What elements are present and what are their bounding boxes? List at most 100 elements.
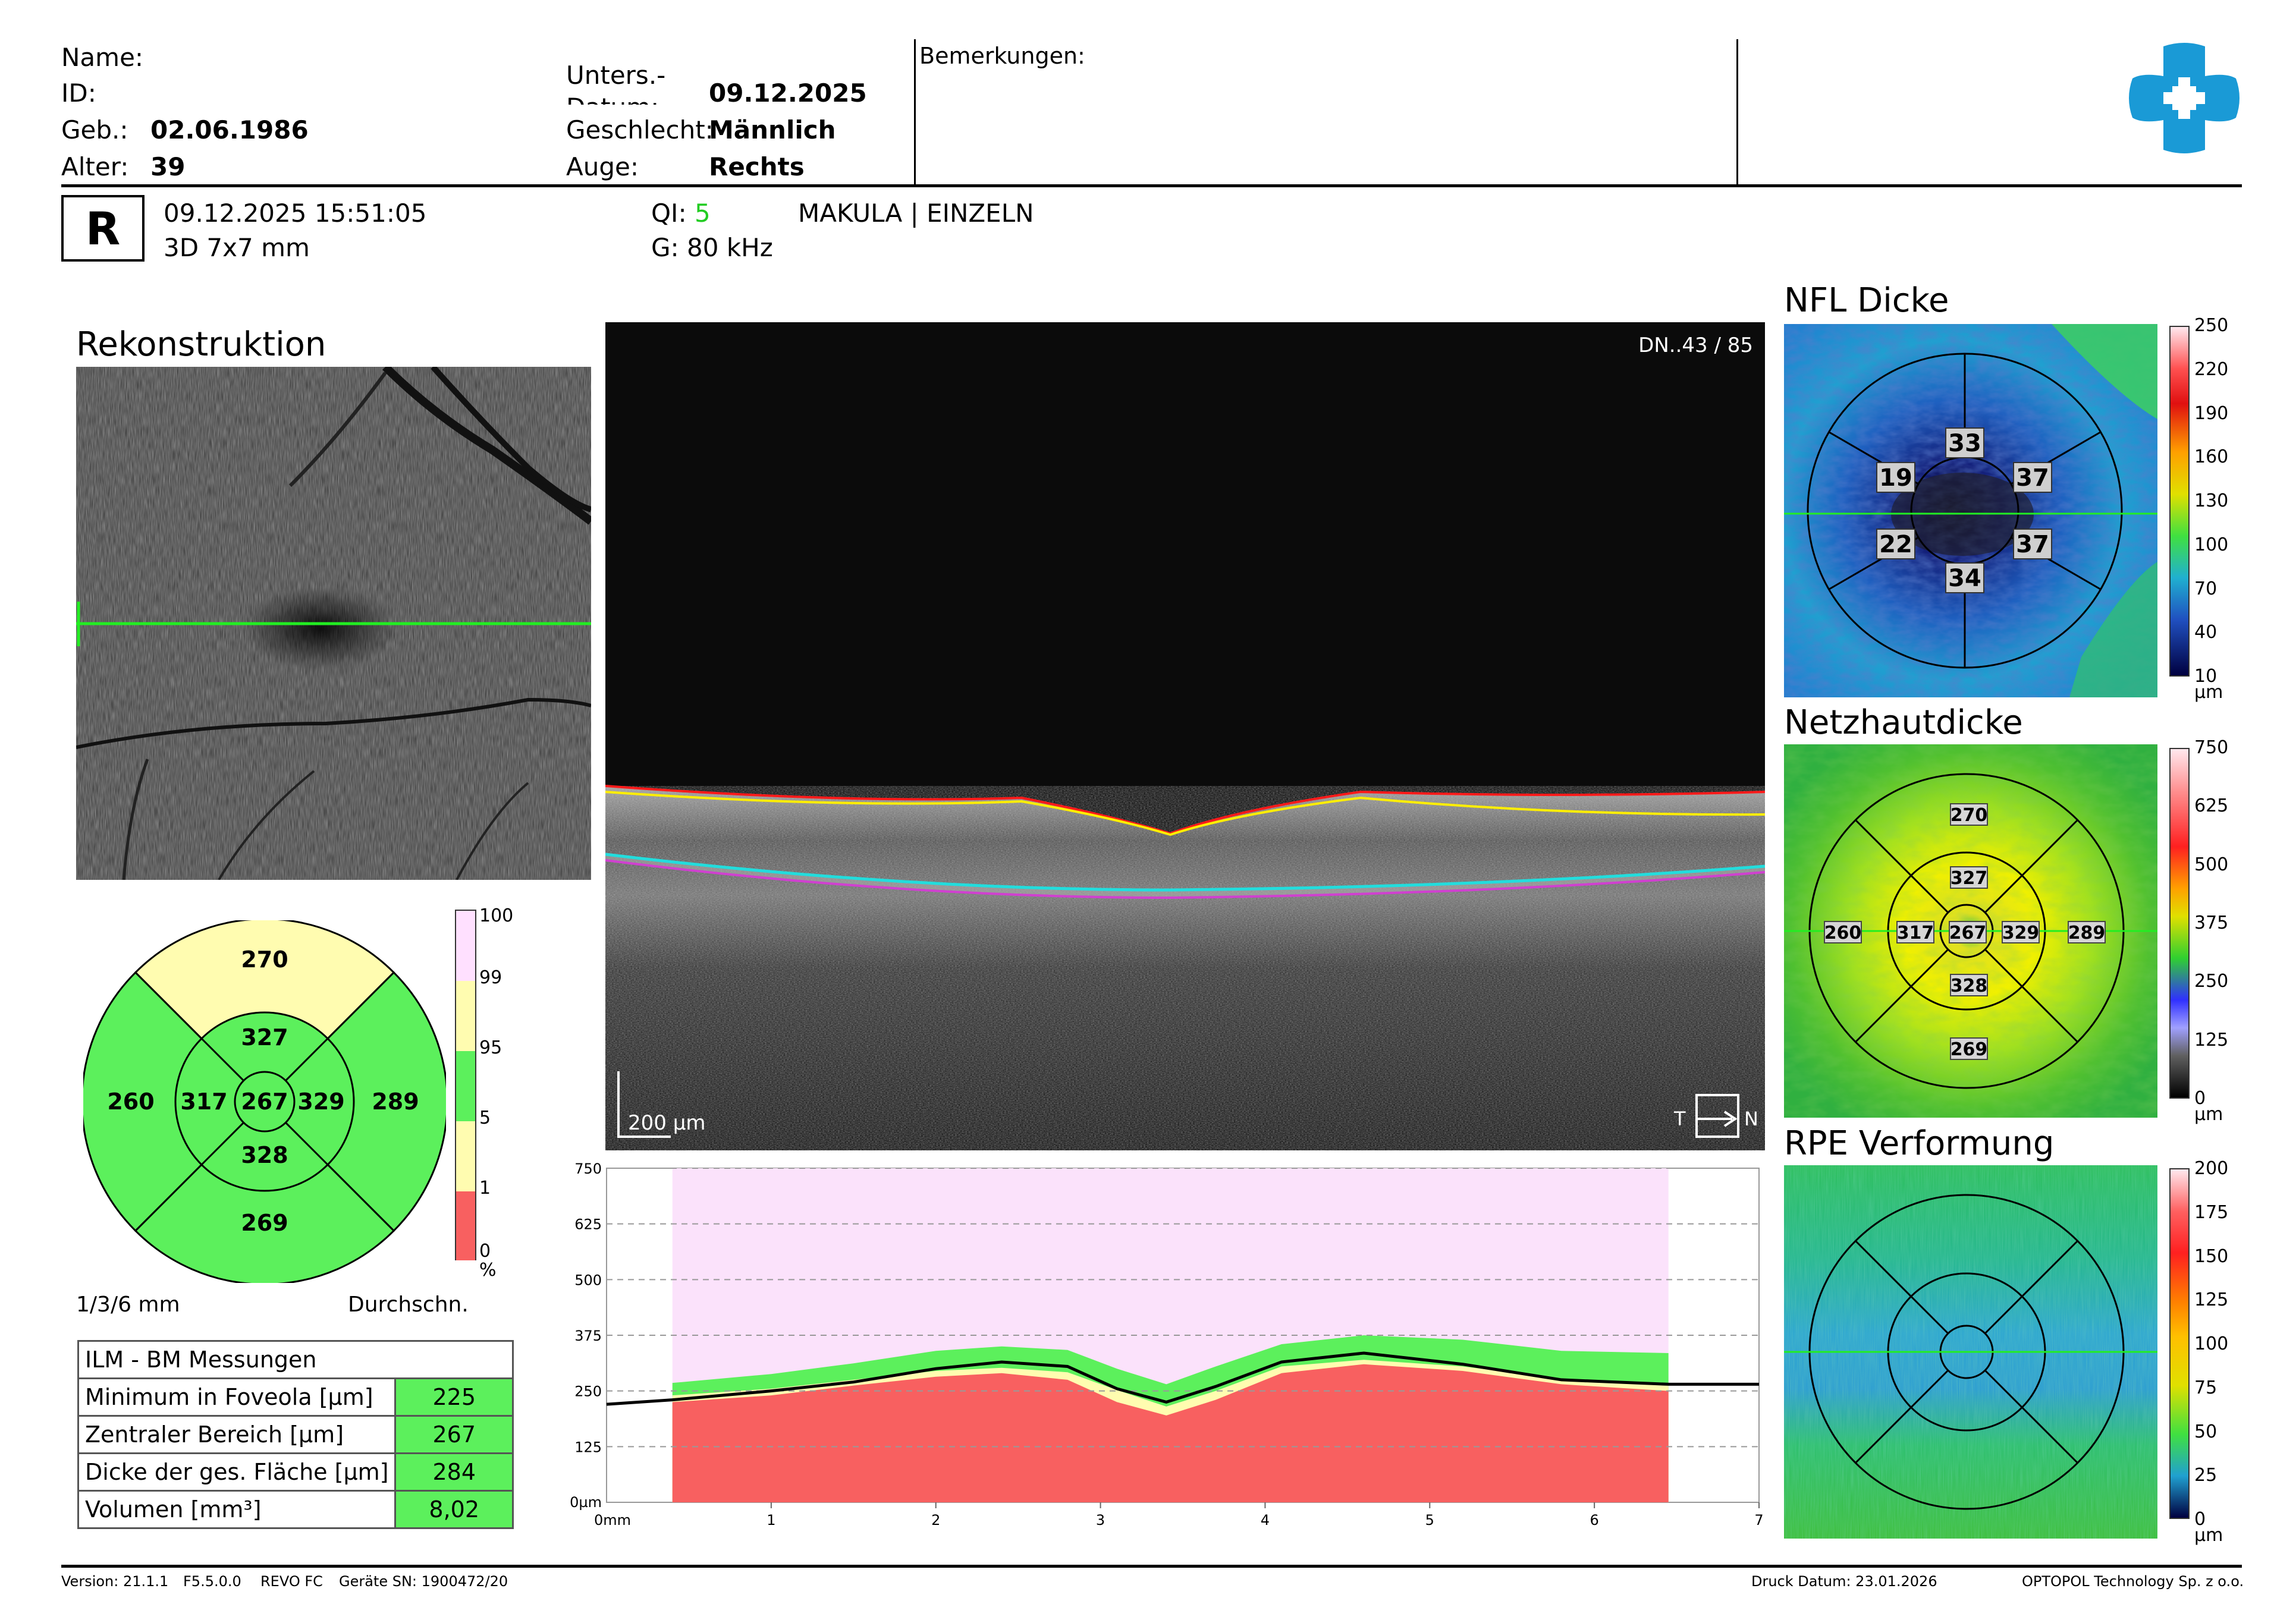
sex-label: Geschlecht: (566, 115, 714, 144)
nfl-top-value: 33 (1948, 430, 1981, 457)
etdrs-nasal-outer: 289 (372, 1089, 419, 1115)
retina-tick-250: 250 (2194, 971, 2229, 992)
table-row: Minimum in Foveola [µm] 225 (77, 1377, 514, 1417)
retina-tick-500: 500 (2194, 854, 2229, 875)
row-label: Minimum in Foveola [µm] (77, 1377, 397, 1417)
eye-value: Rechts (709, 152, 805, 181)
qi-value: 5 (694, 199, 711, 228)
legend-unit: % (479, 1260, 497, 1281)
x-tick-7: 7 (1754, 1512, 1763, 1528)
legend-band-green (456, 1051, 475, 1121)
eye-badge: R (61, 195, 145, 262)
nfl-tick-10: 10 (2194, 666, 2218, 687)
retina-tick-625: 625 (2194, 795, 2229, 817)
g-value: G: 80 kHz (651, 233, 773, 262)
legend-tick-5: 5 (479, 1108, 491, 1128)
rpe-unit: µm (2194, 1525, 2223, 1546)
oct-bscan-image: DN..43 / 85 200 µm T N (605, 322, 1765, 1150)
table-title: ILM - BM Messungen (77, 1340, 514, 1379)
retina-title: Netzhautdicke (1784, 703, 2023, 742)
nfl-unit: µm (2194, 682, 2223, 703)
y-tick-500: 500 (574, 1272, 602, 1288)
mode-label: Durchschn. (348, 1292, 469, 1317)
x-tick-2: 2 (931, 1512, 940, 1528)
age-label: Alter: (61, 152, 129, 181)
rpe-deformation-map (1784, 1165, 2157, 1539)
table-row: ILM - BM Messungen (77, 1340, 514, 1379)
etdrs-temporal-outer: 260 (107, 1089, 154, 1115)
age-value: 39 (150, 152, 186, 181)
rpe-tick-175: 175 (2194, 1201, 2229, 1223)
protocol-label: MAKULA | EINZELN (798, 199, 1034, 228)
retina-color-scale (2169, 748, 2190, 1099)
norm-band-red (672, 1364, 1669, 1502)
nfl-tick-250: 250 (2194, 315, 2229, 336)
y-unit-label: 0µm (570, 1494, 602, 1511)
y-tick-250: 250 (574, 1383, 602, 1400)
x-tick-1: 1 (767, 1512, 775, 1528)
id-label: ID: (61, 78, 96, 108)
nfl-tick-220: 220 (2194, 358, 2229, 380)
rpe-tick-0: 0 (2194, 1509, 2206, 1530)
row-value: 284 (394, 1452, 514, 1492)
rpe-tick-100: 100 (2194, 1333, 2229, 1354)
qi-label-text: QI: (651, 199, 687, 228)
exam-label-line2: Datum: (566, 95, 659, 105)
table-row: Volumen [mm³] 8,02 (77, 1490, 514, 1529)
legend-band-yellow-upper (456, 981, 475, 1051)
nfl-bottom-value: 34 (1948, 565, 1981, 592)
header-divider-1 (914, 39, 916, 184)
row-value: 8,02 (394, 1490, 514, 1529)
row-label: Zentraler Bereich [µm] (77, 1415, 397, 1454)
qi-label: QI: 5 (651, 201, 711, 226)
header-bottom-rule (61, 184, 2242, 187)
frame-label: DN..43 / 85 (1638, 334, 1753, 357)
eye-label: Auge: (566, 152, 639, 181)
fundus-reconstruction-image (76, 367, 591, 880)
retina-tick-0: 0 (2194, 1088, 2206, 1109)
etdrs-center (234, 1071, 296, 1133)
legend-band-pink (456, 911, 475, 981)
etdrs-inferior-outer: 269 (241, 1210, 288, 1236)
table-row: Dicke der ges. Fläche [µm] 284 (77, 1452, 514, 1492)
legend-tick-0: 0 (479, 1241, 491, 1262)
retina-inf-outer: 269 (1950, 1039, 1988, 1060)
reconstruction-title: Rekonstruktion (76, 325, 326, 364)
etdrs-inferior-inner: 328 (241, 1142, 288, 1168)
y-tick-375: 375 (574, 1328, 602, 1344)
header-divider-2 (1736, 39, 1738, 184)
remarks-label: Bemerkungen: (919, 43, 1085, 69)
etdrs-center-value: 267 (241, 1089, 288, 1115)
rpe-tick-50: 50 (2194, 1421, 2218, 1442)
retina-sector-values: 270 327 260 317 267 329 289 328 269 (1824, 803, 2106, 1060)
y-tick-750: 750 (574, 1162, 602, 1177)
ilm-bm-measurements-table: ILM - BM Messungen Minimum in Foveola [µ… (77, 1340, 514, 1529)
nfl-tick-40: 40 (2194, 622, 2218, 643)
legend-band-yellow-lower (456, 1121, 475, 1191)
thickness-line (606, 1351, 1759, 1406)
row-label: Volumen [mm³] (77, 1490, 397, 1529)
nfl-right-upper-value: 37 (2016, 464, 2049, 492)
row-value: 267 (394, 1415, 514, 1454)
rpe-tick-75: 75 (2194, 1377, 2218, 1398)
rpe-scale-ticks: 200 175 150 125 100 75 50 25 0 µm (2194, 1160, 2242, 1545)
etdrs-temporal-inner: 317 (180, 1089, 227, 1115)
nfl-right-lower-value: 37 (2016, 531, 2049, 558)
rpe-tick-25: 25 (2194, 1465, 2218, 1486)
scan-type: 3D 7x7 mm (164, 233, 310, 262)
scale-label: 200 µm (628, 1111, 705, 1135)
retina-tick-375: 375 (2194, 913, 2229, 933)
retina-sup-outer: 270 (1950, 805, 1988, 826)
row-value: 225 (394, 1377, 514, 1417)
footer-rule (61, 1565, 2242, 1568)
retina-unit: µm (2194, 1104, 2223, 1125)
row-label: Dicke der ges. Fläche [µm] (77, 1452, 397, 1492)
retina-nas-outer: 289 (2068, 923, 2106, 943)
etdrs-superior-outer: 270 (241, 946, 288, 973)
nfl-sector-values: 33 19 37 22 37 34 (1876, 427, 2052, 593)
dob-value: 02.06.1986 (150, 115, 309, 144)
rpe-title: RPE Verformung (1784, 1124, 2055, 1163)
retina-tick-125: 125 (2194, 1029, 2229, 1050)
nfl-tick-160: 160 (2194, 446, 2229, 468)
retina-inf-inner: 328 (1950, 976, 1988, 996)
